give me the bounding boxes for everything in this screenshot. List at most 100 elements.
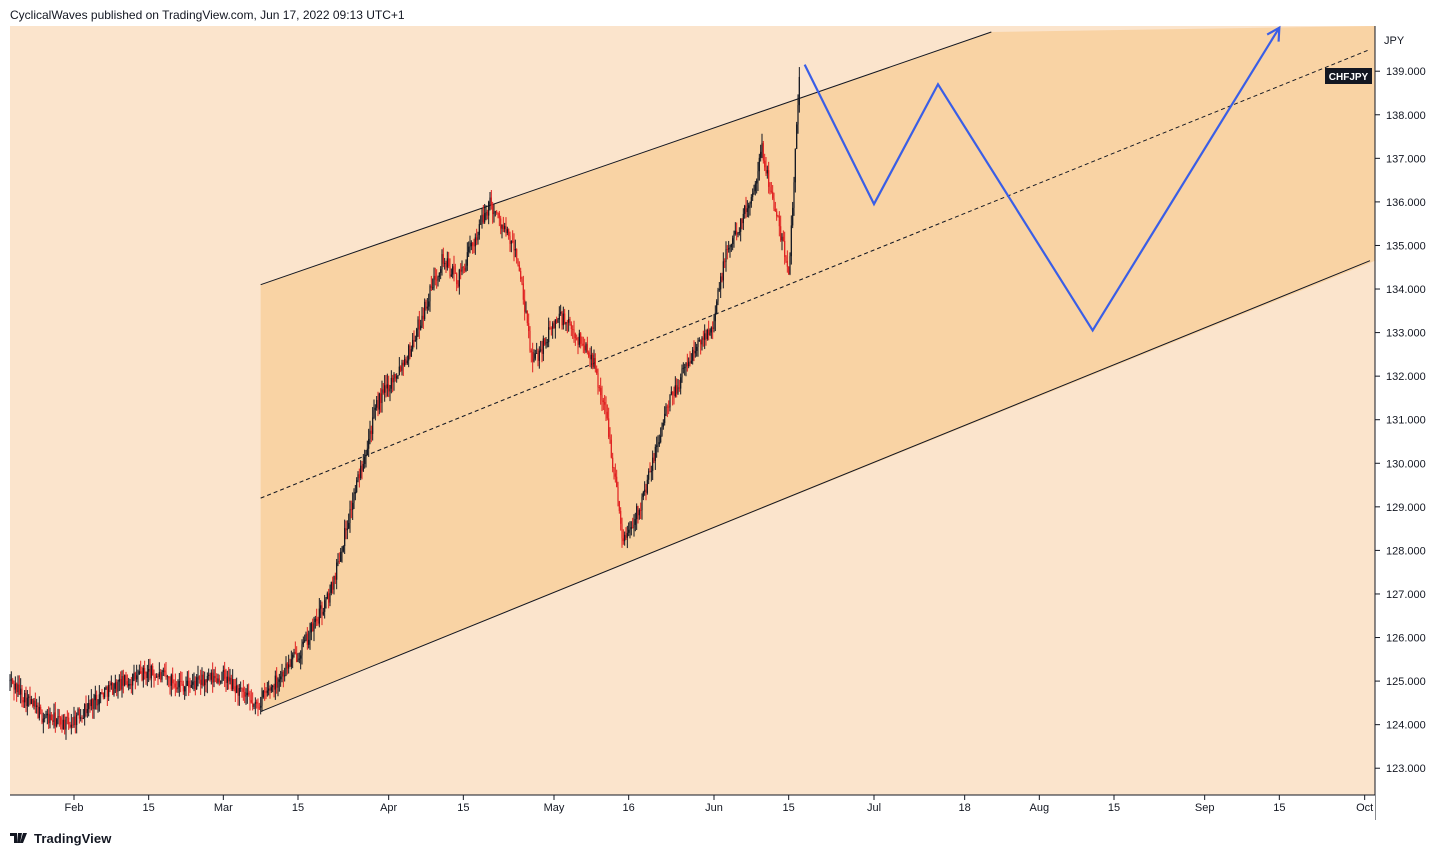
candle-body — [266, 690, 268, 693]
candle-body — [753, 191, 755, 194]
candle-body — [444, 263, 446, 265]
candle-body — [60, 717, 62, 725]
candle-body — [74, 716, 76, 726]
candle-body — [349, 509, 351, 523]
candle-body — [432, 287, 434, 289]
candle-body — [408, 345, 410, 361]
candle-body — [460, 269, 462, 272]
candle-body — [540, 349, 542, 351]
candle-body — [797, 105, 799, 125]
candle-body — [285, 663, 287, 676]
candle-body — [166, 676, 168, 678]
candle-body — [606, 411, 608, 419]
candle-body — [409, 345, 411, 357]
candle-body — [332, 582, 334, 590]
candle-body — [156, 676, 158, 678]
candle-body — [158, 672, 160, 678]
candle-body — [494, 211, 496, 213]
candle-body — [28, 696, 30, 698]
candle-body — [98, 694, 100, 705]
candle-body — [176, 687, 178, 690]
price-axis-area[interactable] — [1375, 26, 1440, 795]
candle-body — [342, 546, 344, 552]
candle-body — [265, 692, 267, 694]
candle-body — [90, 699, 92, 707]
candle-body — [157, 676, 159, 678]
candle-body — [353, 493, 355, 503]
candle-body — [162, 670, 164, 672]
tradingview-footer[interactable]: TradingView — [10, 829, 111, 847]
candle-body — [186, 680, 188, 686]
candle-body — [418, 319, 420, 330]
candle-body — [92, 699, 94, 710]
price-tick-label: 133.000 — [1386, 328, 1426, 340]
candle-body — [430, 285, 432, 288]
candle-body — [252, 702, 254, 707]
candle-body — [261, 697, 263, 706]
candle-body — [402, 362, 404, 366]
candle-body — [160, 672, 162, 680]
time-tick-label: May — [544, 802, 565, 814]
candle-body — [68, 717, 70, 725]
candlestick-series — [9, 67, 800, 740]
candle-body — [734, 230, 736, 234]
candle-body — [438, 272, 440, 278]
candle-body — [529, 330, 531, 351]
candle-body — [250, 700, 252, 703]
time-axis-area[interactable] — [10, 795, 1375, 820]
candle-body — [441, 254, 443, 270]
candle-body — [125, 675, 127, 682]
candle-body — [116, 682, 118, 692]
candle-body — [554, 319, 556, 329]
candle-body — [164, 670, 166, 673]
tradingview-logo-icon — [10, 833, 27, 843]
candle-body — [736, 230, 738, 235]
candle-body — [168, 676, 170, 679]
candle-body — [777, 216, 779, 217]
candle-body — [445, 263, 447, 268]
candle-body — [452, 266, 454, 275]
candle-body — [484, 212, 486, 223]
candle-body — [89, 703, 91, 707]
candle-body — [758, 157, 760, 172]
candle-body — [534, 353, 536, 359]
candle-body — [649, 471, 651, 473]
symbol-badge — [1325, 68, 1372, 84]
candle-body — [280, 676, 282, 680]
projection-arrowhead — [1266, 25, 1281, 42]
candle-body — [537, 353, 539, 361]
candle-body — [572, 329, 574, 330]
candle-body — [56, 719, 58, 727]
candle-body — [437, 277, 439, 281]
candle-body — [244, 691, 246, 697]
candle-body — [82, 717, 84, 719]
candle-body — [504, 225, 506, 230]
candle-body — [788, 266, 790, 275]
candle-body — [500, 218, 502, 229]
candle-body — [506, 229, 508, 233]
candle-body — [161, 671, 163, 680]
candle-body — [741, 218, 743, 224]
candle-body — [781, 236, 783, 241]
candle-body — [345, 528, 347, 531]
candle-body — [486, 211, 488, 216]
candle-body — [476, 237, 478, 241]
candle-body — [46, 713, 48, 716]
candle-body — [680, 377, 682, 389]
candle-body — [264, 691, 266, 693]
candle-body — [17, 684, 19, 693]
candle-body — [616, 476, 618, 488]
time-tick-label: 16 — [623, 802, 635, 814]
candle-body — [536, 353, 538, 354]
candle-body — [326, 593, 328, 599]
candle-body — [654, 446, 656, 461]
candle-body — [272, 685, 274, 688]
candle-body — [749, 203, 751, 206]
candle-body — [58, 716, 60, 718]
candle-body — [204, 679, 206, 686]
candle-body — [685, 363, 687, 368]
candle-body — [588, 352, 590, 357]
candle-body — [217, 678, 219, 683]
candle-body — [557, 319, 559, 323]
